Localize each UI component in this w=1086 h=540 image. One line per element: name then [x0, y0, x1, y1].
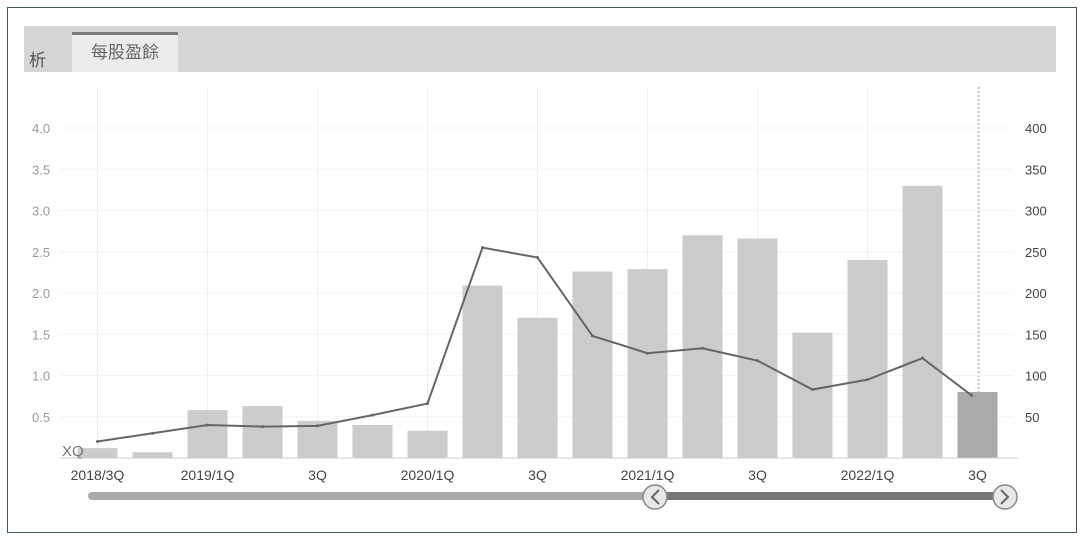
- y-left-tick-label: 4.0: [32, 121, 50, 136]
- tab-eps[interactable]: 每股盈餘: [72, 32, 178, 72]
- navigator-right-handle[interactable]: [992, 484, 1018, 510]
- x-tick-label: 2021/1Q: [621, 467, 675, 483]
- line-point: [921, 356, 924, 360]
- y-left-tick-label: 1.0: [32, 369, 50, 384]
- bar[interactable]: [792, 332, 833, 458]
- x-tick-label: 2018/3Q: [71, 467, 125, 483]
- bar[interactable]: [352, 425, 393, 458]
- bar[interactable]: [242, 406, 283, 458]
- bar[interactable]: [847, 260, 888, 458]
- bar[interactable]: [77, 448, 118, 458]
- bar[interactable]: [902, 185, 943, 458]
- bar[interactable]: [407, 430, 448, 458]
- bar[interactable]: [462, 285, 503, 458]
- y-right-tick-label: 400: [1025, 121, 1047, 136]
- line-point: [316, 424, 319, 428]
- chevron-left-icon: [650, 489, 660, 505]
- y-right-tick-label: 250: [1025, 245, 1047, 260]
- line-point: [756, 359, 759, 363]
- x-tick-label: 2022/1Q: [841, 467, 895, 483]
- line-point: [371, 413, 374, 417]
- line-point: [206, 423, 209, 427]
- line-point: [701, 346, 704, 350]
- chevron-right-icon: [1000, 489, 1010, 505]
- y-left-tick-label: 2.5: [32, 245, 50, 260]
- bar[interactable]: [682, 235, 723, 458]
- line-point: [261, 425, 264, 429]
- y-right-tick-label: 350: [1025, 162, 1047, 177]
- bar[interactable]: [572, 271, 613, 458]
- x-tick-label: 3Q: [528, 467, 547, 483]
- bar[interactable]: [187, 410, 228, 458]
- tab-bar: [24, 26, 1056, 72]
- y-right-tick-label: 100: [1025, 369, 1047, 384]
- line-point: [151, 431, 154, 435]
- y-left-tick-label: 3.0: [32, 204, 50, 219]
- annotation-label: XQ: [62, 443, 84, 460]
- bar[interactable]: [737, 238, 778, 458]
- line-point: [811, 388, 814, 392]
- y-left-tick-label: 1.5: [32, 327, 50, 342]
- y-left-tick-label: 2.0: [32, 286, 50, 301]
- navigator-left-handle[interactable]: [642, 484, 668, 510]
- y-right-tick-label: 50: [1025, 410, 1039, 425]
- y-left-tick-label: 3.5: [32, 162, 50, 177]
- x-tick-label: 3Q: [748, 467, 767, 483]
- line-point: [866, 378, 869, 382]
- tab-analysis-partial[interactable]: 析: [29, 51, 46, 70]
- line-point: [96, 440, 99, 443]
- line-point: [536, 256, 539, 260]
- x-tick-label: 3Q: [308, 467, 327, 483]
- x-tick-label: 3Q: [968, 467, 987, 483]
- bar[interactable]: [132, 452, 173, 458]
- line-point: [481, 246, 484, 250]
- y-right-tick-label: 300: [1025, 204, 1047, 219]
- x-tick-label: 2019/1Q: [181, 467, 235, 483]
- x-tick-label: 2020/1Q: [401, 467, 455, 483]
- line-point: [591, 334, 594, 338]
- y-right-tick-label: 200: [1025, 286, 1047, 301]
- line-point: [646, 351, 649, 355]
- navigator-selection[interactable]: [655, 492, 1005, 500]
- line-point: [426, 402, 429, 406]
- y-right-tick-label: 150: [1025, 327, 1047, 342]
- y-left-tick-label: 0.5: [32, 410, 50, 425]
- bar[interactable]: [517, 317, 558, 458]
- bar[interactable]: [957, 392, 998, 458]
- bar[interactable]: [627, 269, 668, 458]
- line-point: [970, 393, 973, 397]
